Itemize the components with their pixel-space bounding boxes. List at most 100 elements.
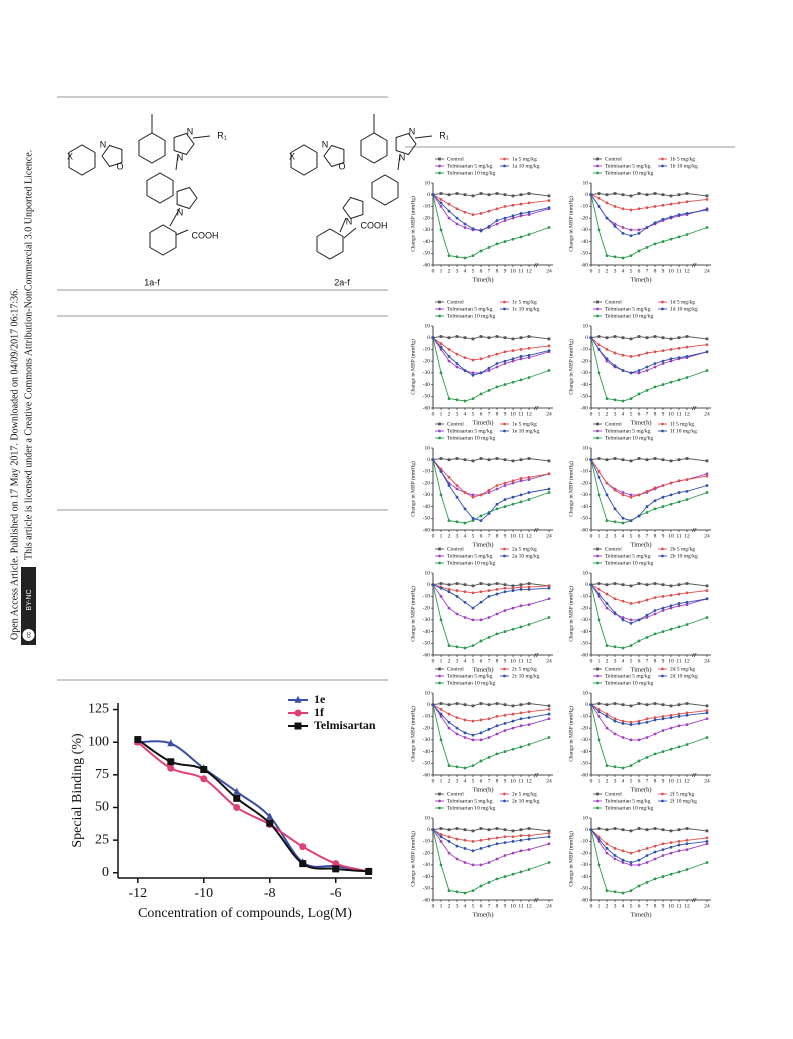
data-point <box>677 745 681 749</box>
data-point <box>621 766 625 770</box>
axis-break <box>693 652 697 658</box>
y-tick-label: -20 <box>423 358 431 364</box>
data-point <box>503 854 507 857</box>
data-point <box>547 831 551 835</box>
x-tick-label: 2 <box>448 268 451 274</box>
data-point <box>503 359 507 363</box>
data-point <box>495 588 499 591</box>
axis-break <box>693 897 697 903</box>
data-point <box>503 590 507 594</box>
structure-label: 1a-f <box>144 277 160 287</box>
data-point <box>487 389 491 392</box>
legend-label: 1e 10 mg/kg <box>512 428 540 434</box>
data-point <box>621 616 625 619</box>
data-point <box>589 703 593 707</box>
x-tick-label: 11 <box>676 658 682 664</box>
x-tick-label: 4 <box>622 903 625 909</box>
legend-marker <box>596 157 599 161</box>
data-point <box>621 583 625 587</box>
data-point <box>439 335 443 338</box>
data-point <box>637 863 641 867</box>
data-point <box>479 639 483 643</box>
data-point <box>685 376 689 379</box>
y-axis-label: Change in MBP (mmHg) <box>567 706 574 762</box>
x-tick-label: 11 <box>518 411 524 417</box>
data-point <box>479 371 483 375</box>
x-tick-label: 3 <box>456 903 459 909</box>
x-tick-label: 1 <box>440 658 443 664</box>
legend-marker <box>661 164 664 168</box>
data-point <box>589 583 593 587</box>
data-point <box>519 458 523 462</box>
y-tick-label: -40 <box>423 239 431 245</box>
data-point <box>547 194 551 198</box>
data-point <box>447 588 451 591</box>
data-point <box>613 702 617 705</box>
x-tick-label: 0 <box>432 411 435 417</box>
data-point <box>527 376 531 379</box>
legend-marker <box>596 554 599 558</box>
data-point <box>669 337 673 341</box>
data-point <box>605 583 609 587</box>
data-point <box>487 193 491 197</box>
data-point <box>487 491 491 494</box>
data-point <box>661 630 665 633</box>
x-tick-label: 8 <box>654 268 657 274</box>
x-tick-label: 10 <box>668 658 674 664</box>
data-point <box>669 747 673 751</box>
axis-break <box>691 772 695 778</box>
y-axis-label: Change in MBP (mmHg) <box>567 339 574 395</box>
data-point <box>471 644 475 648</box>
x-tick-label: 3 <box>614 268 617 274</box>
y-tick-label: -50 <box>423 761 431 767</box>
x-axis-label: Time(h) <box>630 666 651 673</box>
data-point <box>431 193 435 197</box>
data-point <box>669 215 673 219</box>
ring <box>146 172 174 204</box>
data-point <box>447 254 451 258</box>
x-tick-label: 5 <box>630 903 633 909</box>
legend-label: Telmisartan 5 mg/kg <box>447 428 493 434</box>
data-point <box>629 618 633 622</box>
legend-marker <box>596 300 599 304</box>
data-point <box>439 348 443 351</box>
x-tick-label: 8 <box>654 411 657 417</box>
x-tick-label: 3 <box>456 533 459 539</box>
y-tick-label: -10 <box>423 347 431 353</box>
data-point <box>653 612 657 616</box>
y-tick-label: 10 <box>425 570 431 576</box>
axis-break <box>533 772 537 778</box>
data-point <box>503 875 507 878</box>
data-point <box>527 585 531 589</box>
data-point <box>455 520 459 524</box>
legend-label: Telmisartan 5 mg/kg <box>447 673 493 679</box>
x-tick-label: 6 <box>480 903 483 909</box>
axis-break <box>535 897 539 903</box>
data-point <box>621 599 625 603</box>
data-point <box>439 863 443 867</box>
data-point <box>685 200 689 204</box>
data-point <box>439 228 443 232</box>
data-point <box>653 596 657 599</box>
bond <box>343 227 357 239</box>
x-tick-label: 10 <box>510 268 516 274</box>
data-point <box>471 371 475 375</box>
data-point <box>685 212 689 215</box>
y-tick-label: -20 <box>581 725 589 731</box>
data-point <box>495 362 499 365</box>
data-point <box>511 479 515 483</box>
x-tick-label: 24 <box>704 658 710 664</box>
x-tick-label: 12 <box>684 778 690 784</box>
data-point <box>605 348 609 351</box>
data-point <box>629 602 633 605</box>
y-tick-label: -20 <box>423 215 431 221</box>
data-point <box>613 192 617 195</box>
data-point <box>677 378 681 382</box>
data-point <box>479 618 483 622</box>
y-tick-label: -50 <box>581 761 589 767</box>
atom-label: R₁ <box>439 130 449 140</box>
data-point <box>495 242 499 246</box>
x-tick-label: 0 <box>590 411 593 417</box>
legend-label: 1c 5 mg/kg <box>512 299 537 305</box>
data-point <box>629 861 633 864</box>
